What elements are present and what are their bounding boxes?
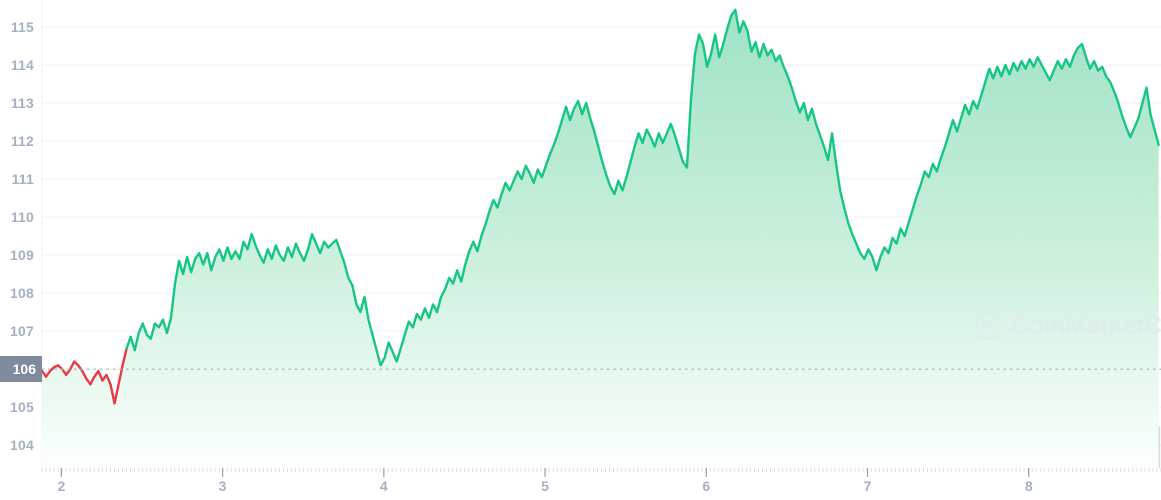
y-axis-label: 114 xyxy=(10,56,34,73)
price-line xyxy=(40,8,1160,405)
y-axis: 104 105 107 108 109 110 111 112 113 114 115 xyxy=(0,0,34,500)
x-axis-label: 3 xyxy=(218,478,227,494)
y-axis-label: 105 xyxy=(10,399,34,416)
current-price-badge: 106 xyxy=(0,356,42,383)
x-axis-label: 2 xyxy=(57,478,66,494)
x-axis-label: 8 xyxy=(1024,478,1033,494)
x-axis-label: 4 xyxy=(379,478,388,494)
x-axis-label: 7 xyxy=(863,478,872,494)
y-axis-label: 108 xyxy=(10,285,34,302)
y-axis-label: 109 xyxy=(10,247,34,264)
y-axis-label: 113 xyxy=(10,94,34,111)
y-axis-label: 115 xyxy=(10,18,34,35)
y-axis-label: 110 xyxy=(10,209,34,226)
price-area xyxy=(42,9,1159,469)
y-axis-label: 107 xyxy=(10,323,34,340)
x-axis-label: 6 xyxy=(702,478,711,494)
y-axis-label: 112 xyxy=(10,132,34,149)
x-axis-ticks xyxy=(41,468,1161,477)
y-axis-label: 104 xyxy=(10,437,34,454)
y-axis-label: 111 xyxy=(11,171,34,187)
x-axis-label: 5 xyxy=(541,478,549,494)
